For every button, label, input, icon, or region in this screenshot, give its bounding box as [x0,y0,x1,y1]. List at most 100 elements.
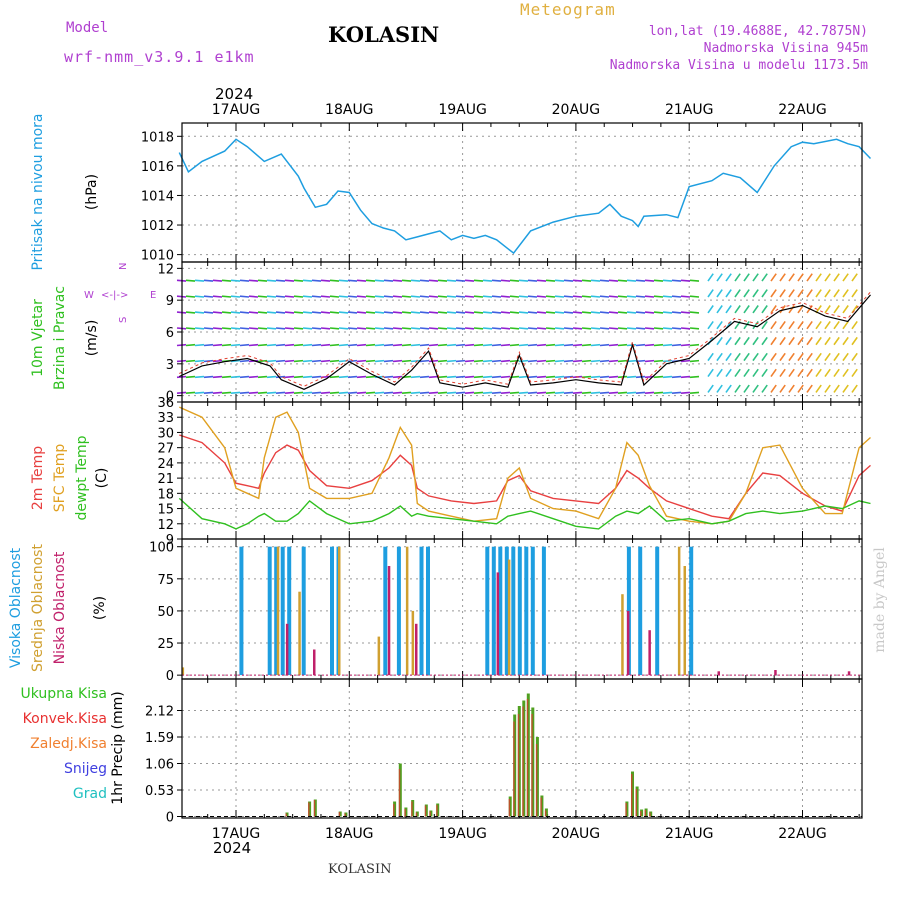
y-tick-label: 1016 [141,160,174,175]
wind-barb [365,327,376,330]
wind-barb [644,279,655,282]
wind-barb [788,368,795,378]
wind-barb [383,311,394,314]
wind-barb [707,305,714,314]
wind-barb [608,359,619,363]
y-tick-label: 1018 [141,130,174,145]
wind-barb [410,375,421,379]
wind-barb [626,359,637,363]
wind-barb [851,352,858,362]
precip-total-bar [649,811,653,817]
wind-barb [671,279,682,282]
wind-barb [842,320,849,330]
wind-barb [572,327,583,330]
wind-barb [248,279,259,282]
wind-barb [266,359,277,363]
wind-barb [617,391,628,394]
wind-barb [518,343,529,347]
wind-barb [590,391,601,394]
wind-barb [797,273,804,282]
wind-barb [671,343,682,347]
wind-barb [320,311,331,314]
wind-barb [770,352,777,362]
wind-barb [734,305,741,314]
y-tick-label: 1010 [141,249,174,264]
wind-barb [446,391,457,394]
wind-barb [473,295,484,298]
y-tick-label: 1.06 [145,758,174,773]
wind-barb [365,295,376,298]
wind-barb [563,279,574,282]
wind-barb [554,391,565,394]
precip-conv-bar [338,812,341,817]
wind-barb [428,311,439,314]
wind-barb [446,295,457,298]
y-tick-label: 1.59 [145,731,174,746]
y-tick-label: 0 [166,669,174,684]
wind-barb [464,279,475,282]
wind-barb [563,311,574,314]
wind-barb [392,279,403,282]
wind-barb [464,359,475,363]
wind-barb [482,391,493,394]
cloud-high-bar [498,546,503,676]
wind-barb [806,336,813,346]
wind-barb [185,359,196,363]
wind-barb [545,311,556,314]
wind-barb [752,305,759,314]
wind-barb [410,391,421,394]
wind-barb [374,343,385,347]
wind-barb [707,273,714,282]
wind-barb [365,391,376,394]
wind-barb [707,352,714,362]
precip-total-bar [531,707,535,817]
wind-barb [599,311,610,314]
date-label-top: 17AUG [212,102,261,118]
wind-barb [491,311,502,314]
wind-barb [338,279,349,282]
wind-barb [302,375,313,379]
wind-barb [644,327,655,330]
wind-barb [221,295,232,298]
wind-barb [302,295,313,298]
wind-barb [230,375,241,379]
wind-barb [761,368,768,378]
wind-barb [275,343,286,347]
y-tick-label: 0.53 [145,784,174,799]
wind-barb [779,384,786,393]
wind-barb [509,279,520,282]
wind-barb [680,343,691,347]
wind-barb [329,343,340,347]
wind-barb [518,295,529,298]
wind-barb [644,391,655,394]
wind-barb [230,327,241,330]
wind-barb [626,279,637,282]
wind-barb [788,289,795,298]
wind-barb [752,289,759,298]
wind-barb [509,311,520,314]
wind-barb [581,311,592,314]
precip-conv-bar [544,810,547,817]
cloud-high-bar [239,546,244,676]
wind-barb [626,327,637,330]
wind-barb [788,305,795,314]
wind-barb [824,384,831,393]
wind-barb [824,336,831,346]
wind-barb [248,327,259,330]
precip-total-bar [338,811,342,817]
wind-barb [374,295,385,298]
wind-barb [248,311,259,314]
wind-barb [653,375,664,379]
date-label-top: 21AUG [665,102,714,118]
wind-barb [464,375,475,379]
wind-barb [266,279,277,282]
compass-e: E [150,290,156,301]
wind-barb [284,391,295,394]
wind-barb [824,352,831,362]
wind-barb [833,384,840,393]
wind-barb [788,320,795,330]
cloud-high-bar [287,546,292,676]
wind-barb [302,391,313,394]
precip-legend-conv: Konvek.Kisa [22,711,107,727]
wind-barb [356,391,367,394]
